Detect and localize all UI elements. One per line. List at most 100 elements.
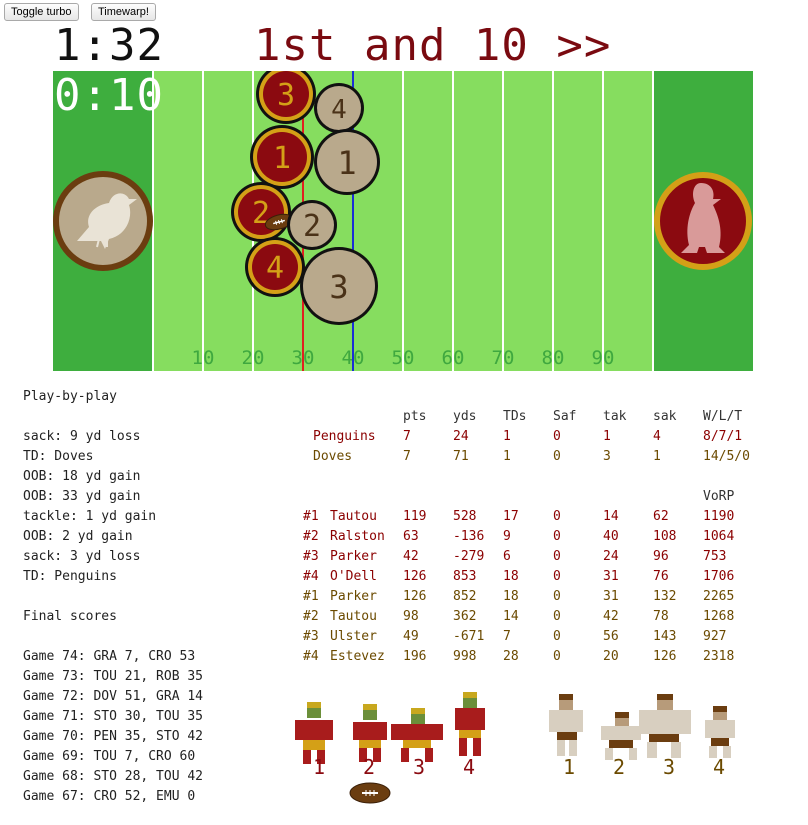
- player-stat: 0: [553, 589, 561, 604]
- player-stat: 143: [653, 629, 677, 644]
- team-stat: 1: [603, 429, 611, 444]
- player-stat: 852: [453, 589, 477, 604]
- player-vorp: 927: [703, 629, 727, 644]
- player-vorp: 2265: [703, 589, 735, 604]
- penguin-roster-number: 4: [463, 755, 476, 779]
- stats-column-header: tak: [603, 409, 627, 424]
- stats-column-header: TDs: [503, 409, 527, 424]
- stats-column-header: Saf: [553, 409, 577, 424]
- player-vorp: 1064: [703, 529, 735, 544]
- player-stat: 126: [403, 569, 427, 584]
- team-stat: 71: [453, 449, 469, 464]
- player-slot: #3: [303, 549, 319, 564]
- player-stat: 28: [503, 649, 519, 664]
- vorp-header: VoRP: [703, 489, 735, 504]
- team-name: Doves: [313, 449, 353, 464]
- player-stat: 6: [503, 549, 511, 564]
- play-entry: OOB: 2 yd gain: [23, 529, 133, 544]
- penguin-token[interactable]: 2: [231, 182, 291, 242]
- player-stat: 49: [403, 629, 419, 644]
- player-stat: 0: [553, 569, 561, 584]
- team-stat: 0: [553, 429, 561, 444]
- player-vorp: 1190: [703, 509, 735, 524]
- final-score-entry: Game 69: TOU 7, CRO 60: [23, 749, 196, 764]
- penguin-token[interactable]: 1: [250, 125, 314, 189]
- final-score-entry: Game 73: TOU 21, ROB 35: [23, 669, 204, 684]
- penguin-roster-number: 2: [363, 755, 376, 779]
- player-stat: 7: [503, 629, 511, 644]
- player-stat: -279: [453, 549, 485, 564]
- yard-number: 10: [192, 347, 215, 369]
- dove-token[interactable]: 4: [314, 83, 364, 133]
- player-slot: #1: [303, 589, 319, 604]
- dove-token[interactable]: 2: [287, 200, 337, 250]
- team-stat: 7: [403, 449, 411, 464]
- player-stat: 0: [553, 509, 561, 524]
- football-icon: [349, 782, 391, 804]
- player-stat: -671: [453, 629, 485, 644]
- team-record: 8/7/1: [703, 429, 743, 444]
- player-name: Parker: [330, 549, 377, 564]
- player-stat: 119: [403, 509, 427, 524]
- player-stat: 20: [603, 649, 619, 664]
- player-stat: 78: [653, 609, 669, 624]
- penguin-token[interactable]: 3: [256, 71, 316, 124]
- penguin-token[interactable]: 4: [245, 237, 305, 297]
- player-stat: 96: [653, 549, 669, 564]
- token-number: 1: [337, 144, 356, 182]
- play-entry: OOB: 33 yd gain: [23, 489, 141, 504]
- penguin-player-sprite: [391, 708, 443, 762]
- team-stat: 7: [403, 429, 411, 444]
- player-stat: 17: [503, 509, 519, 524]
- player-stat: 362: [453, 609, 477, 624]
- final-score-entry: Game 68: STO 28, TOU 42: [23, 769, 204, 784]
- penguin-player-sprite: [295, 702, 333, 764]
- player-stat: -136: [453, 529, 485, 544]
- dove-roster-number: 2: [613, 755, 626, 779]
- player-stat: 42: [603, 609, 619, 624]
- timewarp-button[interactable]: Timewarp!: [91, 3, 156, 21]
- token-number: 3: [277, 78, 295, 113]
- final-score-entry: Game 74: GRA 7, CRO 53: [23, 649, 196, 664]
- toggle-turbo-button[interactable]: Toggle turbo: [4, 3, 79, 21]
- dove-roster-number: 3: [663, 755, 676, 779]
- player-stat: 9: [503, 529, 511, 544]
- player-stat: 0: [553, 649, 561, 664]
- player-stat: 14: [603, 509, 619, 524]
- team-stat: 3: [603, 449, 611, 464]
- yard-number: 70: [492, 347, 515, 369]
- player-stat: 56: [603, 629, 619, 644]
- player-stat: 31: [603, 569, 619, 584]
- play-entry: tackle: 1 yd gain: [23, 509, 157, 524]
- player-stat: 108: [653, 529, 677, 544]
- token-number: 4: [331, 95, 347, 125]
- player-stat: 14: [503, 609, 519, 624]
- player-slot: #2: [303, 529, 319, 544]
- play-entry: OOB: 18 yd gain: [23, 469, 141, 484]
- team-record: 14/5/0: [703, 449, 750, 464]
- player-name: Tautou: [330, 509, 377, 524]
- play-entry: sack: 9 yd loss: [23, 429, 141, 444]
- final-score-entry: Game 67: CRO 52, EMU 0: [23, 789, 196, 804]
- dove-token[interactable]: 1: [314, 129, 380, 195]
- football-field: 10 20 30 40 50 60 70 80 90 3 4 1 1 2: [53, 71, 753, 371]
- player-stat: 18: [503, 569, 519, 584]
- token-number: 1: [273, 141, 291, 176]
- player-stat: 18: [503, 589, 519, 604]
- token-number: 2: [303, 209, 321, 244]
- dove-icon: [53, 171, 153, 271]
- team-stat: 1: [503, 429, 511, 444]
- player-stat: 63: [403, 529, 419, 544]
- player-stat: 0: [553, 549, 561, 564]
- penguin-roster-number: 3: [413, 755, 426, 779]
- player-vorp: 1268: [703, 609, 735, 624]
- dove-roster-number: 1: [563, 755, 576, 779]
- play-entry: sack: 3 yd loss: [23, 549, 141, 564]
- final-scores-title: Final scores: [23, 609, 117, 624]
- final-score-entry: Game 72: DOV 51, GRA 14: [23, 689, 204, 704]
- player-stat: 0: [553, 629, 561, 644]
- dove-token[interactable]: 3: [300, 247, 378, 325]
- dove-player-sprite: [549, 694, 583, 756]
- player-stat: 0: [553, 529, 561, 544]
- player-stat: 31: [603, 589, 619, 604]
